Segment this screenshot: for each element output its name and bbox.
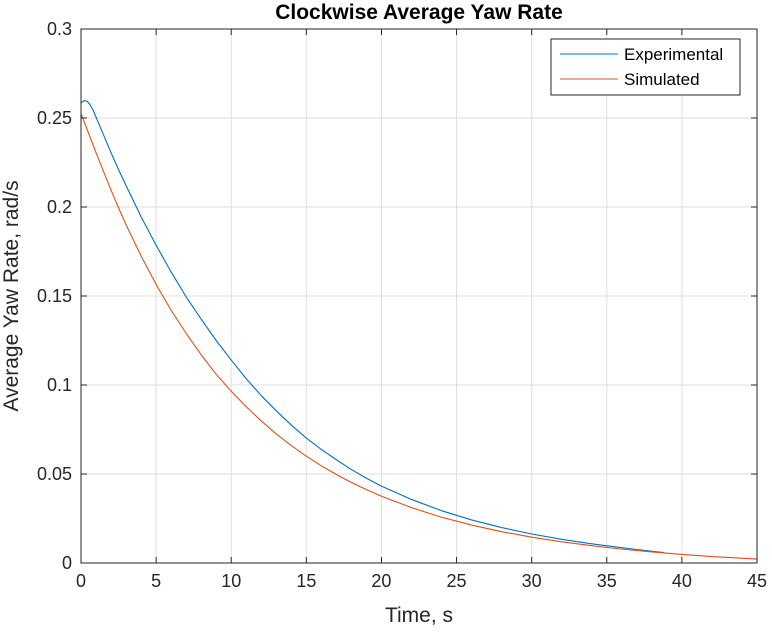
series-layer bbox=[80, 100, 758, 560]
x-tick-label: 45 bbox=[747, 571, 767, 591]
x-tick-label: 10 bbox=[221, 571, 241, 591]
legend-box bbox=[550, 38, 741, 96]
y-tick-label: 0.15 bbox=[37, 286, 72, 306]
y-tick-label: 0 bbox=[62, 553, 72, 573]
y-tick-label: 0.25 bbox=[37, 108, 72, 128]
tick-labels: 0 5 10 15 20 25 30 35 40 45 0 0.05 0.1 0.15 0.2 0.25 0.3 bbox=[37, 19, 767, 591]
legend-label-simulated: Simulated bbox=[624, 70, 700, 89]
x-tick-label: 40 bbox=[672, 571, 692, 591]
x-tick-label: 20 bbox=[371, 571, 391, 591]
y-axis-label: Average Yaw Rate, rad/s bbox=[0, 180, 23, 411]
y-tick-label: 0.2 bbox=[47, 197, 72, 217]
y-tick-label: 0.3 bbox=[47, 19, 72, 39]
chart-title: Clockwise Average Yaw Rate bbox=[275, 1, 563, 24]
x-tick-label: 0 bbox=[76, 571, 86, 591]
legend-label-experimental: Experimental bbox=[624, 45, 723, 64]
series-line-simulated bbox=[80, 113, 758, 560]
x-tick-label: 35 bbox=[597, 571, 617, 591]
series-line-experimental bbox=[80, 100, 665, 554]
x-tick-label: 30 bbox=[522, 571, 542, 591]
legend: Experimental Simulated bbox=[550, 38, 741, 96]
y-tick-label: 0.05 bbox=[37, 464, 72, 484]
ticks bbox=[80, 28, 758, 564]
x-axis-label: Time, s bbox=[385, 604, 453, 627]
x-tick-label: 5 bbox=[151, 571, 161, 591]
x-tick-label: 25 bbox=[447, 571, 467, 591]
x-tick-label: 15 bbox=[296, 571, 316, 591]
y-tick-label: 0.1 bbox=[47, 375, 72, 395]
